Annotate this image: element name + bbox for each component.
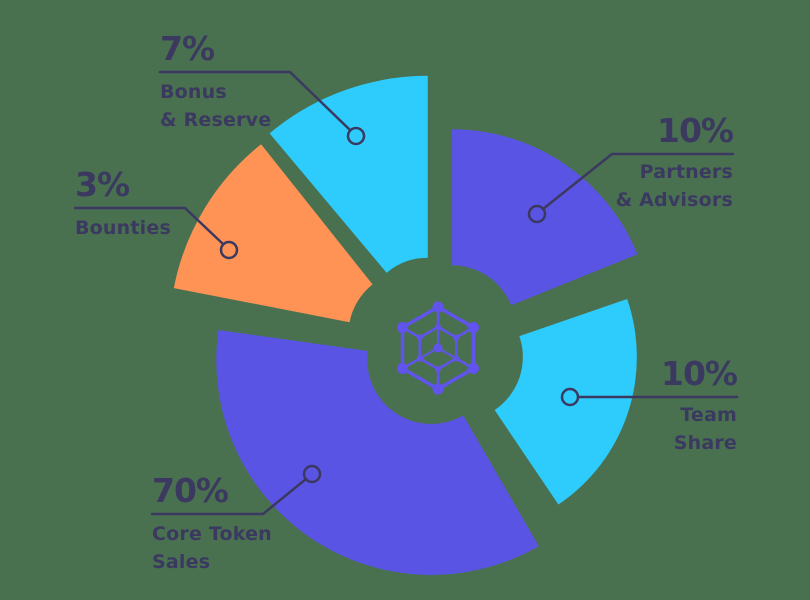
- leader-marker-core-token-sales: [302, 464, 322, 484]
- leader-lines: [73, 70, 739, 516]
- leader-marker-bonus-reserve: [346, 126, 366, 146]
- pie-slices: [173, 75, 638, 575]
- leader-line-bonus-reserve: [158, 70, 352, 132]
- pct-label-core-token-sales: 70%: [152, 471, 229, 510]
- slice-core-token-sales: [216, 330, 539, 575]
- callout-core-token-sales: 70% Core Token Sales: [152, 474, 272, 576]
- leader-marker-partners-advisors: [527, 204, 547, 224]
- slice-name-team-share: Team Share: [673, 404, 737, 454]
- callout-partners-advisors: 10% Partners & Advisors: [615, 111, 734, 214]
- callout-team-share: 10% Team Share: [661, 354, 738, 457]
- leader-line-bounties: [73, 206, 225, 246]
- leader-line-partners-advisors: [541, 152, 735, 211]
- slice-name-core-token-sales: Core Token Sales: [152, 523, 272, 573]
- slice-bonus-reserve: [269, 75, 428, 273]
- pct-label-bounties: 3%: [75, 165, 130, 204]
- pct-label-partners-advisors: 10%: [657, 111, 734, 150]
- pct-label-bonus-reserve: 7%: [160, 29, 215, 68]
- slice-team-share: [494, 299, 637, 505]
- pct-label-team-share: 10%: [661, 354, 738, 393]
- callout-bonus-reserve: 7% Bonus & Reserve: [160, 32, 271, 134]
- slice-name-bounties: Bounties: [75, 217, 171, 239]
- slice-name-partners-advisors: Partners & Advisors: [615, 161, 733, 211]
- callout-bounties: 3% Bounties: [75, 168, 171, 243]
- network-hexagon-icon: [397, 301, 479, 395]
- slice-bounties: [173, 144, 373, 323]
- leader-marker-bounties: [219, 240, 239, 260]
- leader-marker-team-share: [560, 387, 580, 407]
- slice-name-bonus-reserve: Bonus & Reserve: [160, 81, 272, 131]
- leader-line-core-token-sales: [150, 477, 308, 516]
